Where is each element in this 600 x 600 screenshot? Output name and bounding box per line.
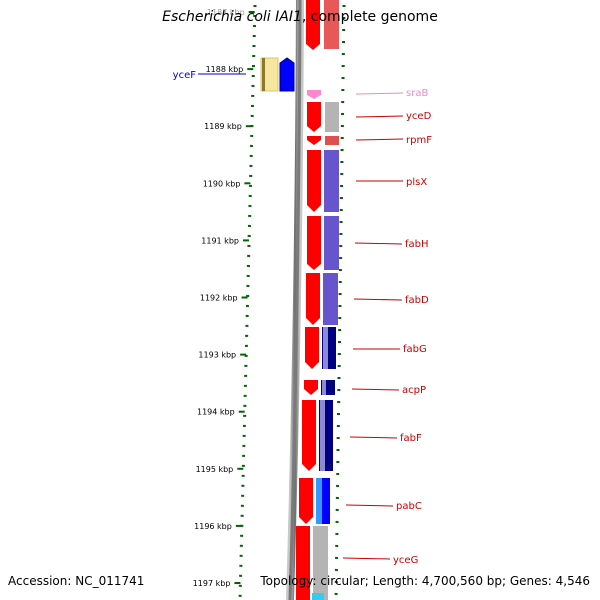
gene-fabD-arrow <box>306 273 320 325</box>
ruler-tick-label: 1194 kbp <box>197 408 235 417</box>
gene-yceG-leader <box>342 557 391 560</box>
gene-sraB-arrow <box>307 90 321 99</box>
gene-acpP-leader <box>351 388 400 391</box>
organism-name: Escherichia coli <box>162 9 271 25</box>
gene-plsX-arrow <box>307 150 321 212</box>
gene-acpP-cog-stripe <box>322 380 326 395</box>
gene-yceG-label[interactable]: yceG <box>393 555 418 566</box>
gene-fabG-arrow <box>305 327 319 369</box>
gene-pabC-arrow <box>299 478 313 524</box>
strain-name: IAI1 <box>275 9 302 25</box>
genome-title: Escherichia coli IAI1, complete genome <box>0 9 600 25</box>
gene-yceF-arrow <box>279 57 295 92</box>
gene-pabC-label[interactable]: pabC <box>396 501 422 512</box>
gene-fabF-cog-stripe <box>320 400 325 471</box>
ruler-tick-label: 1191 kbp <box>201 236 239 245</box>
gene-fabF-label[interactable]: fabF <box>400 433 422 444</box>
gene-fabG-cog-stripe <box>323 327 328 369</box>
gene-arrow-top <box>306 0 320 50</box>
ruler-tick-label: 1197 kbp <box>193 579 231 588</box>
gene-fabD-leader <box>353 298 403 301</box>
ruler: 1187 kbp 1188 kbp 1189 kbp 1190 kbp 1191 kbp… <box>193 4 346 600</box>
gene-fabH-cog <box>324 216 339 270</box>
ruler-tick-label: 1189 kbp <box>204 122 242 131</box>
ruler-dotted-line <box>238 4 257 600</box>
gene-cog-top <box>324 0 339 49</box>
gene-acpP-label[interactable]: acpP <box>402 385 426 396</box>
gene-yceD-label[interactable]: yceD <box>406 111 432 122</box>
gene-rpmF-leader <box>355 138 404 141</box>
gene-fabH-leader <box>354 242 403 245</box>
gene-fabF-arrow <box>302 400 316 471</box>
gene-fabD-cog <box>323 273 338 325</box>
gene-sraB-label[interactable]: sraB <box>406 88 428 99</box>
gene-yceD-cog <box>325 102 339 132</box>
gene-sraB-leader <box>355 92 404 95</box>
ruler-tick-label: 1192 kbp <box>200 294 238 303</box>
ruler-tick-label: 1190 kbp <box>203 179 241 188</box>
gene-rpmF-arrow <box>307 136 321 145</box>
gene-fabF-leader <box>349 436 398 439</box>
forward-genes <box>296 0 339 600</box>
title-suffix: , complete genome <box>301 9 438 25</box>
gene-next-cog <box>312 593 324 600</box>
topology-text: Topology: circular; Length: 4,700,560 bp… <box>260 574 590 588</box>
gene-pabC-cog-stripe <box>316 478 322 524</box>
gene-yceD-leader <box>355 115 404 118</box>
gene-fabG-label[interactable]: fabG <box>403 344 427 355</box>
ruler-tick-label: 1196 kbp <box>194 522 232 531</box>
ruler-tick-label: 1188 kbp <box>206 65 244 74</box>
ruler-tick-label: 1195 kbp <box>196 465 234 474</box>
gene-yceF-cog-stripe <box>262 58 265 91</box>
gene-plsX-cog <box>324 150 339 212</box>
gene-fabH-arrow <box>307 216 321 270</box>
gene-yceD-arrow <box>307 102 321 132</box>
gene-fabH-label[interactable]: fabH <box>405 239 429 250</box>
chromosome-backbone-highlight <box>288 0 302 600</box>
gene-yceF-cog-bar <box>260 57 279 92</box>
gene-pabC-leader <box>345 504 394 507</box>
gene-yceF-label[interactable]: yceF <box>173 70 197 81</box>
accession-text: Accession: NC_011741 <box>8 574 145 588</box>
gene-labels: yceF sraB yceD rpmF plsX fabH fabD fabG … <box>173 70 433 566</box>
gene-yceG-arrow <box>296 526 310 600</box>
ruler-tick-label: 1187 kbp <box>207 8 245 17</box>
gene-rpmF-label[interactable]: rpmF <box>406 135 432 146</box>
gene-yceG-cog <box>313 526 328 600</box>
gene-acpP-arrow <box>304 380 318 395</box>
gene-plsX-label[interactable]: plsX <box>406 177 427 188</box>
gene-yceF[interactable] <box>260 57 295 92</box>
gene-fabD-label[interactable]: fabD <box>405 295 429 306</box>
ruler-tick-label: 1193 kbp <box>198 351 236 360</box>
gene-rpmF-cog <box>325 136 339 145</box>
